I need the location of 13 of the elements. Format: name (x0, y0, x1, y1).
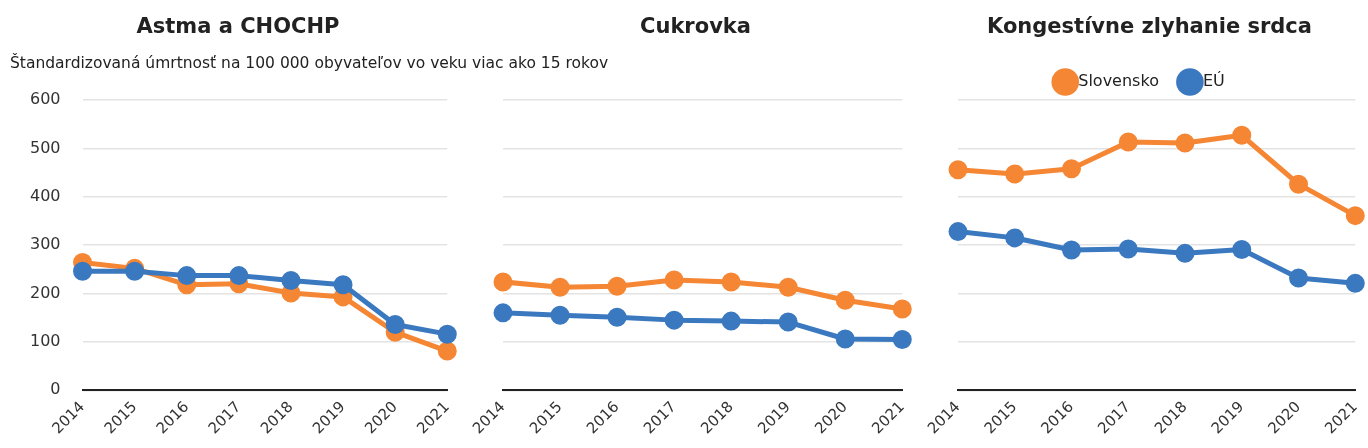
chart-title: Cukrovka (639, 13, 752, 40)
y-tick-label: 300 (29, 234, 61, 254)
legend-label: Slovensko (1078, 71, 1159, 91)
y-tick-label: 600 (29, 89, 61, 109)
y-tick-label: 500 (29, 137, 61, 157)
y-tick-label: 100 (29, 331, 61, 351)
chart-subtitle: Štandardizovaná úmrtnosť na 100 000 obyvateľov vo veku viac ako 15 rokov (10, 54, 609, 72)
y-tick-label: 400 (29, 185, 61, 205)
legend-label: EÚ (1202, 71, 1225, 91)
chart-title: Kongestívne zlyhanie srdca (986, 13, 1313, 40)
y-tick-label: 200 (29, 282, 61, 302)
chart-title: Astma a CHOCHP (135, 13, 341, 40)
y-tick-label: 0 (50, 379, 61, 399)
